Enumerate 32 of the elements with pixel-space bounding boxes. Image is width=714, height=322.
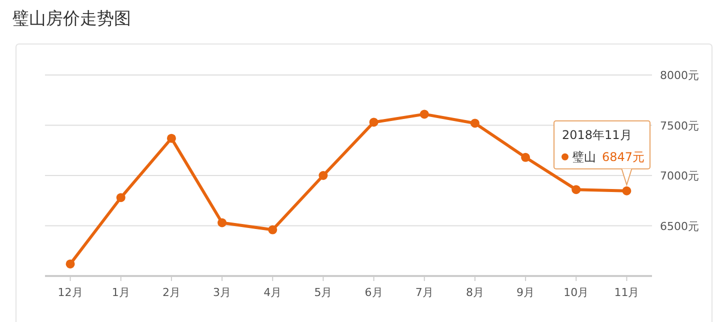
- data-label: 6847元: [602, 150, 645, 164]
- point: [369, 118, 378, 127]
- x-tick-label: 4月: [264, 286, 282, 299]
- point: [420, 110, 429, 119]
- x-tick-label: 5月: [314, 286, 332, 299]
- chart-title: 璧山房价走势图: [12, 9, 131, 29]
- x-tick-label: 1月: [112, 286, 130, 299]
- point: [268, 225, 278, 234]
- point: [218, 218, 227, 228]
- x-tick-label: 6月: [364, 286, 383, 299]
- x-tick-label: 11月: [614, 286, 640, 299]
- x-tick-label: 7月: [415, 286, 434, 299]
- point: [622, 186, 632, 196]
- point: [116, 193, 126, 202]
- x-tick-label: 2月: [162, 286, 180, 299]
- point: [572, 185, 581, 194]
- point: [66, 259, 75, 268]
- point: [318, 171, 328, 180]
- x-tick-label: 3月: [213, 286, 232, 299]
- point: [521, 152, 530, 162]
- x-tick-label: 9月: [516, 286, 535, 299]
- legend-label: 璧山: [572, 150, 596, 164]
- point: [166, 134, 176, 143]
- y-tick-label: 7000元: [660, 170, 699, 182]
- y-tick-label: 7500元: [660, 119, 699, 132]
- point: [470, 118, 480, 128]
- annotation: 2018年11月: [562, 128, 632, 142]
- y-tick-label: 8000元: [660, 69, 699, 82]
- x-tick-label: 8月: [466, 286, 484, 299]
- y-tick-label: 6500元: [660, 220, 699, 233]
- x-tick-label: 10月: [564, 286, 589, 299]
- x-tick-label: 12月: [58, 286, 83, 299]
